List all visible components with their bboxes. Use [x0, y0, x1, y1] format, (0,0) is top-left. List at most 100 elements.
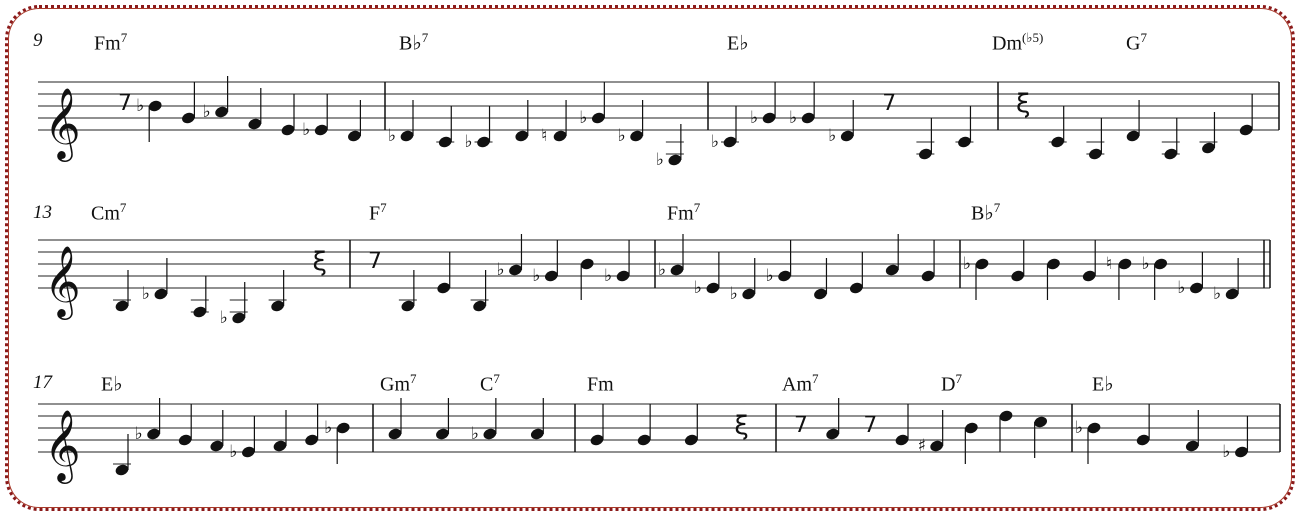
measure-number: 17 — [33, 372, 52, 393]
notehead — [530, 428, 544, 440]
notehead — [436, 428, 449, 440]
accidental: ♭ — [465, 132, 473, 152]
notehead — [1011, 270, 1025, 282]
treble-clef-icon: 𝄞 — [44, 86, 81, 162]
accidental: ♮ — [541, 126, 547, 146]
notehead — [919, 148, 932, 160]
notehead — [670, 264, 684, 276]
notehead — [684, 434, 698, 446]
notehead — [509, 264, 522, 276]
notehead — [895, 434, 909, 446]
accidental: ♭ — [618, 126, 626, 146]
notehead — [215, 106, 228, 118]
notehead — [210, 440, 224, 452]
notehead — [590, 434, 604, 446]
notehead — [1202, 142, 1215, 154]
chord-symbol: Fm — [587, 373, 614, 396]
accidental: ♭ — [656, 150, 664, 170]
notehead — [1136, 434, 1150, 446]
notehead — [248, 118, 262, 130]
notehead — [999, 410, 1013, 422]
notehead — [193, 306, 207, 318]
accidental: ♭ — [1177, 278, 1185, 298]
notehead — [271, 300, 284, 312]
chord-symbol: Fm7 — [94, 30, 128, 55]
notehead — [885, 264, 899, 276]
accidental: ♭ — [658, 260, 666, 280]
treble-clef-icon: 𝄞 — [44, 408, 81, 484]
notehead — [762, 112, 776, 124]
notehead — [336, 422, 350, 434]
accidental: ♭ — [1213, 284, 1221, 304]
notehead — [1047, 258, 1060, 270]
accidental: ♮ — [1106, 254, 1112, 274]
notehead — [1118, 258, 1132, 270]
chord-symbol: B♭7 — [971, 200, 1001, 225]
notehead — [115, 300, 129, 312]
notehead — [1185, 440, 1199, 452]
accidental: ♭ — [471, 424, 479, 444]
accidental: ♭ — [302, 120, 310, 140]
notehead — [1034, 416, 1048, 428]
notehead — [515, 130, 529, 142]
notehead — [964, 422, 978, 434]
chord-symbol: Am7 — [782, 371, 819, 396]
notehead — [1190, 282, 1203, 294]
chord-symbol: Gm7 — [380, 371, 417, 396]
accidental: ♭ — [388, 126, 396, 146]
accidental: ♭ — [229, 442, 237, 462]
chord-symbol: Cm7 — [91, 200, 127, 225]
notehead — [930, 440, 944, 452]
notehead — [388, 428, 402, 440]
chord-symbol: C7 — [480, 371, 500, 396]
notehead — [1082, 270, 1096, 282]
accidental: ♭ — [604, 266, 612, 286]
rest: ξ — [734, 411, 749, 441]
page-border — [5, 5, 1295, 511]
notehead — [473, 300, 486, 312]
accidental: ♭ — [220, 308, 228, 328]
chord-symbol: F7 — [369, 200, 387, 225]
accidental: ♭ — [136, 96, 144, 116]
notehead — [637, 434, 651, 446]
notehead — [668, 154, 682, 166]
notehead — [147, 428, 160, 440]
accidental: ♭ — [142, 284, 150, 304]
rest: 7 — [118, 91, 132, 116]
notehead — [544, 270, 558, 282]
accidental: ♭ — [1222, 442, 1230, 462]
notehead — [437, 282, 451, 294]
notehead — [115, 464, 129, 476]
accidental: ♭ — [730, 284, 738, 304]
rest: 7 — [794, 413, 808, 438]
rest: ξ — [1016, 89, 1031, 119]
notehead — [1235, 446, 1248, 458]
rest: 7 — [882, 91, 896, 116]
accidental: ♭ — [579, 108, 587, 128]
accidental: ♭ — [1142, 254, 1150, 274]
accidental: ♭ — [963, 254, 971, 274]
notehead — [148, 100, 162, 112]
notehead — [154, 288, 168, 300]
notehead — [178, 434, 192, 446]
notehead — [975, 258, 989, 270]
accidental: ♭ — [496, 260, 504, 280]
notehead — [840, 130, 854, 142]
notehead — [630, 130, 643, 142]
rest: 7 — [368, 249, 382, 274]
accidental: ♯ — [918, 436, 926, 456]
notehead — [591, 112, 605, 124]
accidental: ♭ — [694, 278, 702, 298]
notehead — [1164, 148, 1178, 160]
treble-clef-icon: 𝄞 — [44, 244, 81, 320]
measure-number: 9 — [33, 30, 43, 51]
notehead — [814, 288, 827, 300]
accidental: ♭ — [750, 108, 758, 128]
notehead — [242, 446, 255, 458]
notehead — [1225, 288, 1239, 300]
notehead — [314, 124, 328, 136]
notehead — [616, 270, 630, 282]
accidental: ♭ — [324, 418, 332, 438]
